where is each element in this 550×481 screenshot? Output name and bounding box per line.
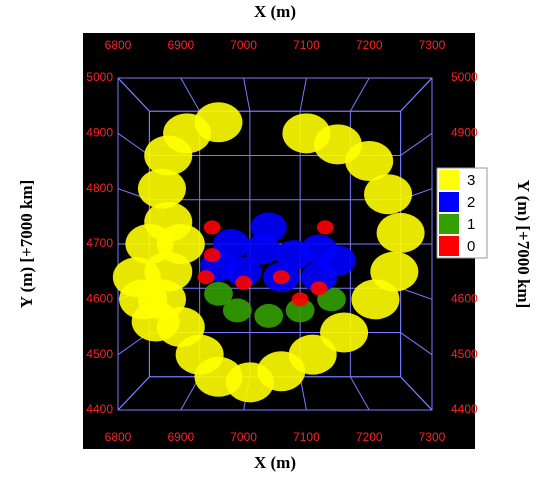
grid-line	[117, 77, 150, 112]
point	[204, 281, 233, 306]
grid-line	[400, 376, 433, 411]
point	[119, 279, 168, 320]
point	[291, 292, 309, 307]
x-tick-label-bottom: 6800	[105, 430, 132, 444]
point	[310, 281, 328, 296]
legend-label: 3	[467, 172, 475, 189]
point	[316, 220, 334, 235]
y-tick-label-right: 4900	[451, 126, 478, 140]
y-tick-label-right: 4500	[451, 347, 478, 361]
point	[376, 212, 425, 253]
y-tick-label-left: 4700	[86, 236, 113, 250]
x-tick-label-bottom: 7300	[419, 430, 446, 444]
point	[320, 312, 369, 353]
point	[137, 168, 186, 209]
point	[288, 334, 337, 375]
grid-line	[299, 77, 307, 112]
point	[285, 298, 315, 323]
y-tick-label-left: 4400	[86, 402, 113, 416]
point	[250, 212, 287, 243]
y-tick-label-left: 4600	[86, 292, 113, 306]
point	[197, 270, 215, 285]
x-tick-label-bottom: 6900	[167, 430, 194, 444]
point	[203, 248, 221, 263]
grid-line	[400, 132, 433, 156]
point	[144, 135, 193, 176]
x-tick-label-top: 6800	[105, 38, 132, 52]
point	[319, 245, 356, 276]
grid-line	[400, 287, 433, 300]
y-tick-label-right: 4400	[451, 402, 478, 416]
point	[203, 220, 221, 235]
y-tick-label-left: 5000	[86, 70, 113, 84]
y-tick-label-left: 4900	[86, 126, 113, 140]
y-axis-title-left: Y (m) [+7000 km]	[17, 180, 36, 309]
grid-line	[349, 77, 370, 112]
point	[125, 224, 174, 264]
grid-line	[117, 376, 150, 411]
legend-swatch	[439, 170, 459, 190]
grid-line	[400, 77, 433, 112]
y-tick-label-left: 4500	[86, 347, 113, 361]
point	[222, 298, 252, 323]
x-tick-label-top: 7000	[230, 38, 257, 52]
x-tick-label-top: 6900	[167, 38, 194, 52]
point	[370, 251, 419, 292]
legend-label: 0	[467, 238, 475, 255]
x-axis-title-top: X (m)	[254, 2, 296, 21]
y-tick-label-right: 4600	[451, 292, 478, 306]
x-axis-title-bottom: X (m)	[254, 453, 296, 472]
grid-line	[180, 77, 201, 112]
y-tick-label-right: 5000	[451, 70, 478, 84]
point	[235, 275, 253, 290]
grid-line	[349, 376, 370, 411]
x-tick-label-top: 7100	[293, 38, 320, 52]
point	[254, 303, 284, 328]
y-axis-title-right: Y (m) [+7000 km]	[514, 180, 533, 309]
point	[282, 113, 331, 154]
legend-swatch	[439, 192, 459, 212]
grid-line	[400, 332, 433, 356]
legend-label: 1	[467, 216, 475, 233]
legend-label: 2	[467, 194, 475, 211]
legend-swatch	[439, 236, 459, 256]
x-tick-label-bottom: 7200	[356, 430, 383, 444]
x-tick-label-top: 7200	[356, 38, 383, 52]
y-tick-label-left: 4800	[86, 181, 113, 195]
grid-line	[243, 77, 251, 112]
point	[272, 270, 290, 285]
point	[364, 174, 413, 215]
legend-swatch	[439, 214, 459, 234]
x-tick-label-bottom: 7100	[293, 430, 320, 444]
x-tick-label-bottom: 7000	[230, 430, 257, 444]
x-tick-label-top: 7300	[419, 38, 446, 52]
grid-line	[117, 132, 150, 156]
